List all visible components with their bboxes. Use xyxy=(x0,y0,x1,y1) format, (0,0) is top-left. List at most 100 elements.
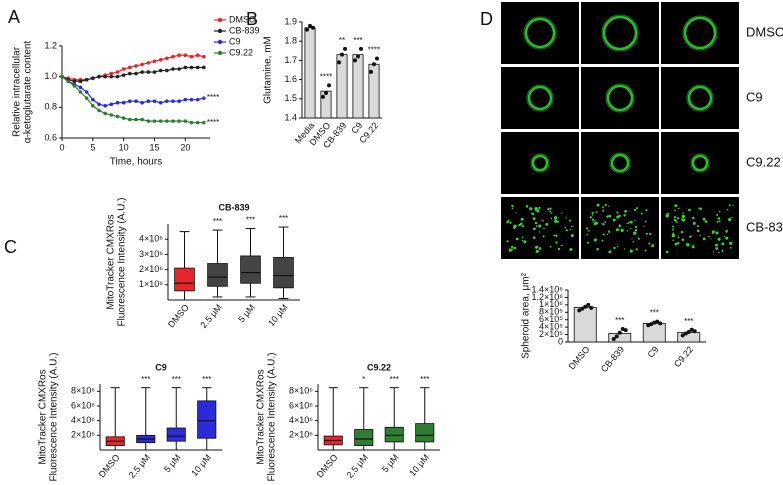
cell-dot xyxy=(618,225,622,228)
x-tick-label: 5 xyxy=(90,142,95,152)
cell-dot xyxy=(681,238,685,241)
cell-dot xyxy=(725,236,729,240)
cell-dot xyxy=(565,217,567,219)
cell-dot xyxy=(553,234,556,237)
data-point xyxy=(78,85,83,90)
data-point xyxy=(128,99,132,103)
cell-dot xyxy=(671,233,676,238)
cell-dot xyxy=(571,235,574,238)
cell-dot xyxy=(634,225,638,229)
data-point xyxy=(78,79,83,84)
cell-dot xyxy=(665,250,669,254)
box xyxy=(384,426,404,443)
data-point xyxy=(115,114,120,119)
cell-dot xyxy=(525,205,529,208)
cell-dot xyxy=(623,214,626,217)
cell-dot xyxy=(616,211,619,214)
cell-dot xyxy=(608,214,612,218)
y-tick-label: 1.4 xyxy=(284,112,297,122)
spheroid-glow xyxy=(609,152,631,174)
cell-dot xyxy=(571,225,573,228)
data-point xyxy=(202,96,206,100)
cell-dot xyxy=(644,249,647,252)
spheroid xyxy=(531,154,549,172)
cell-dot xyxy=(710,238,712,240)
cell-dot xyxy=(520,217,524,221)
data-point xyxy=(343,46,347,51)
micrograph xyxy=(501,2,579,64)
data-point xyxy=(652,320,657,325)
cell-dot xyxy=(511,207,514,210)
data-point xyxy=(649,322,654,327)
data-point xyxy=(109,74,114,79)
cell-dot xyxy=(533,227,536,231)
data-point xyxy=(689,327,694,332)
cell-dot xyxy=(521,225,525,228)
y-axis-label: Fluorescence Intensity (A.U.) xyxy=(117,198,128,327)
legend-label: C9 xyxy=(229,36,241,46)
significance-label: *** xyxy=(353,36,362,45)
box xyxy=(273,257,294,289)
cell-dot xyxy=(715,243,718,247)
y-tick-label: 1.2 xyxy=(44,40,57,50)
spheroid-glow xyxy=(605,83,635,113)
chart-title: C9 xyxy=(155,362,167,372)
x-tick-label: 20 xyxy=(180,142,190,152)
cell-dot xyxy=(645,232,648,235)
cell-dot xyxy=(538,247,542,250)
box xyxy=(354,429,374,447)
data-point xyxy=(189,54,194,59)
data-point xyxy=(171,54,175,59)
data-point xyxy=(146,70,151,74)
data-point xyxy=(134,71,138,76)
cell-dot xyxy=(680,230,684,234)
data-point xyxy=(165,99,169,103)
cell-dot xyxy=(607,230,611,233)
y-axis-label: Glutamine, mM xyxy=(263,36,274,104)
cell-dot xyxy=(729,241,733,245)
cell-dot xyxy=(711,230,715,234)
x-tick-label: DMSO xyxy=(166,302,191,329)
data-point xyxy=(195,97,200,102)
micrograph xyxy=(661,2,739,64)
data-point xyxy=(183,65,188,70)
cell-dot xyxy=(602,209,605,212)
cell-dot xyxy=(682,212,684,214)
significance-label: *** xyxy=(390,375,399,384)
cell-dot xyxy=(519,222,523,226)
cell-dot xyxy=(688,208,691,212)
data-point xyxy=(103,111,107,116)
box xyxy=(240,255,261,284)
cell-dot xyxy=(677,207,680,210)
x-tick-label: 2.5 μM xyxy=(127,452,152,480)
cell-dot xyxy=(624,248,626,250)
box xyxy=(207,263,228,287)
cell-dot xyxy=(536,209,540,213)
cell-dot xyxy=(648,232,651,235)
spheroid xyxy=(610,153,630,173)
spheroid-glow xyxy=(530,153,550,173)
cell-dot xyxy=(627,221,630,224)
data-point xyxy=(683,331,688,336)
cell-dot xyxy=(534,221,538,225)
cell-dot xyxy=(561,212,563,214)
cell-dot xyxy=(596,203,600,207)
data-point xyxy=(177,99,181,103)
cell-dot xyxy=(545,222,549,226)
cell-dot xyxy=(672,228,674,230)
cell-dot xyxy=(587,241,590,244)
cell-dot xyxy=(626,222,628,225)
data-point xyxy=(577,308,582,313)
cell-dot xyxy=(589,216,592,219)
data-point xyxy=(66,79,70,84)
cell-dot xyxy=(608,250,612,254)
micrograph xyxy=(661,132,739,194)
cell-dot xyxy=(549,210,551,213)
data-point xyxy=(121,116,126,120)
cell-dot xyxy=(730,247,732,249)
spheroid-glow xyxy=(526,84,554,112)
data-point xyxy=(78,90,83,94)
data-point xyxy=(646,323,651,328)
micrograph xyxy=(581,2,659,64)
cell-dot xyxy=(637,237,640,240)
